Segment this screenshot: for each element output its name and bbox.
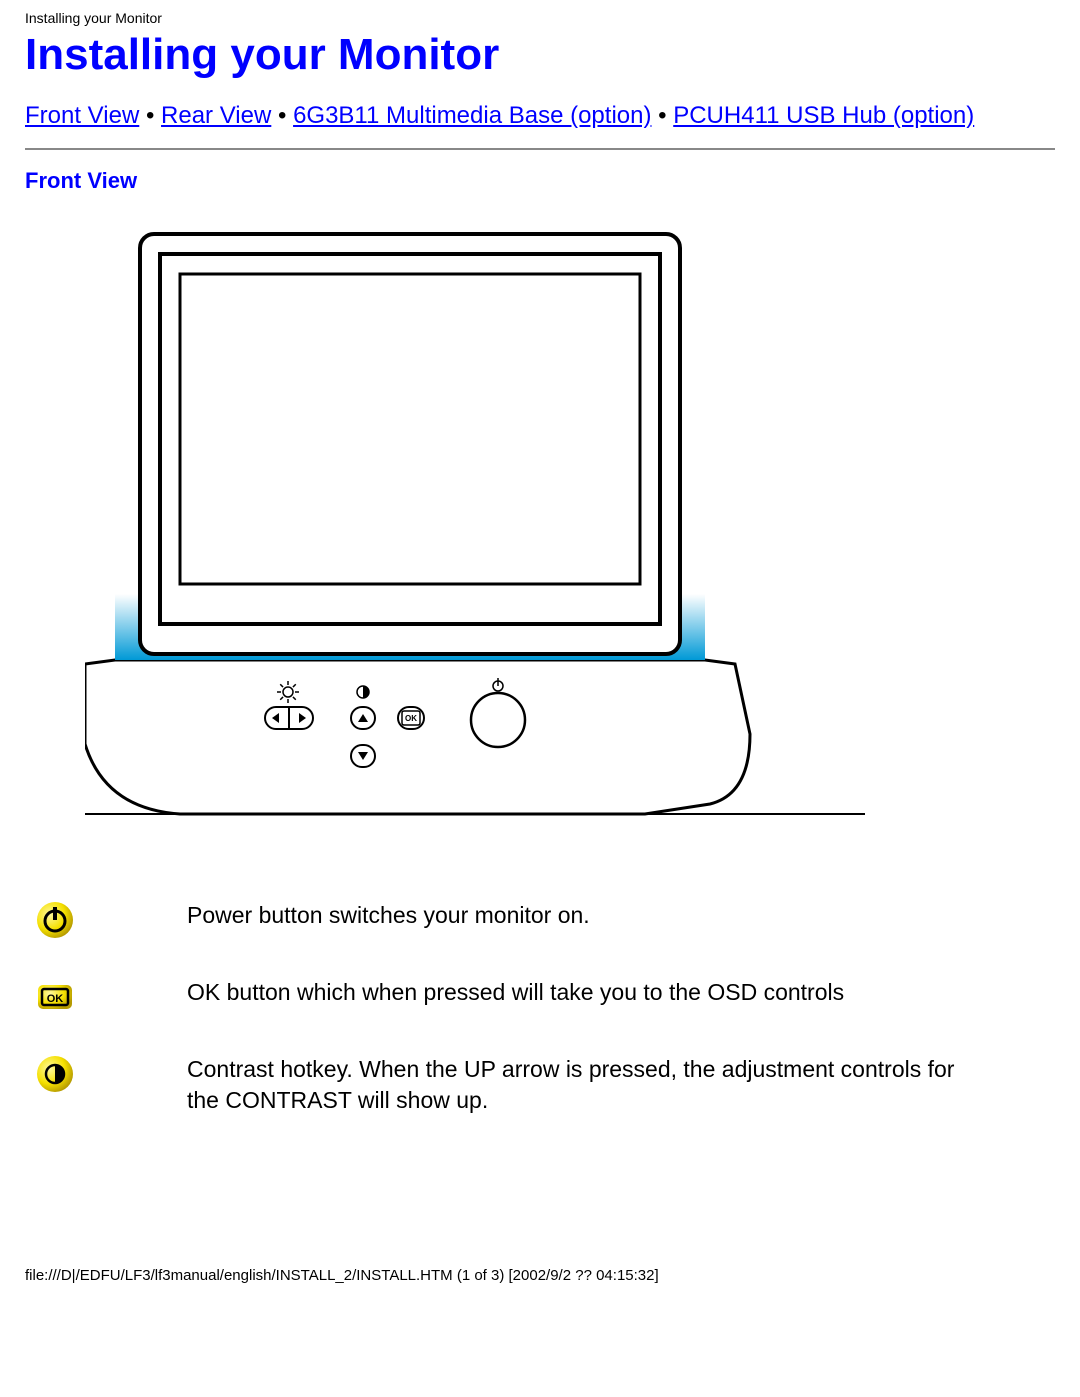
nav-separator: • (651, 102, 673, 129)
svg-text:OK: OK (47, 993, 64, 1005)
section-nav: Front View • Rear View • 6G3B11 Multimed… (25, 102, 1055, 130)
legend-text-contrast: Contrast hotkey. When the UP arrow is pr… (186, 1053, 961, 1117)
legend-row-power: Power button switches your monitor on. (31, 899, 961, 946)
nav-separator: • (271, 102, 293, 129)
legend-text-power: Power button switches your monitor on. (186, 899, 961, 946)
nav-link-front-view[interactable]: Front View (25, 102, 139, 129)
page-title: Installing your Monitor (25, 30, 1055, 80)
section-heading-front-view: Front View (25, 168, 1055, 194)
running-header: Installing your Monitor (25, 10, 1055, 26)
contrast-icon (35, 1054, 75, 1094)
nav-link-rear-view[interactable]: Rear View (161, 102, 271, 129)
nav-separator: • (139, 102, 161, 129)
horizontal-rule (25, 148, 1055, 150)
legend-row-ok: OK OK button which when pressed will tak… (31, 976, 961, 1023)
nav-link-multimedia-base[interactable]: 6G3B11 Multimedia Base (option) (293, 102, 651, 129)
nav-link-usb-hub[interactable]: PCUH411 USB Hub (option) (673, 102, 974, 129)
legend-text-ok: OK button which when pressed will take y… (186, 976, 961, 1023)
ok-icon: OK (35, 977, 75, 1017)
legend-table: Power button switches your monitor on. O… (31, 869, 961, 1147)
legend-row-contrast: Contrast hotkey. When the UP arrow is pr… (31, 1053, 961, 1117)
power-icon (35, 900, 75, 940)
svg-text:OK: OK (405, 714, 417, 723)
monitor-front-diagram: OK (85, 224, 1055, 829)
footer-file-path: file:///D|/EDFU/LF3/lf3manual/english/IN… (25, 1267, 1055, 1284)
